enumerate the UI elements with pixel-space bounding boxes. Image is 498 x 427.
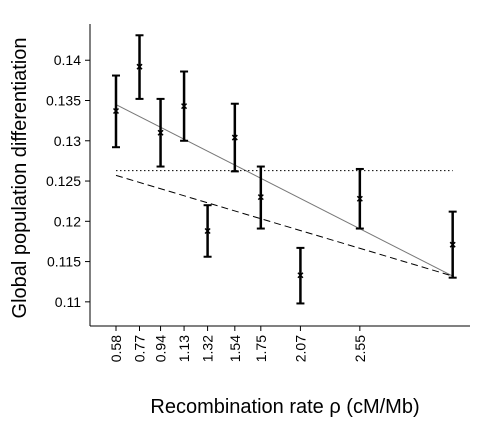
y-axis-label: Global population differentiation — [9, 38, 31, 319]
data-point — [157, 129, 164, 136]
error-bars — [111, 34, 457, 305]
y-tick-label: 0.14 — [54, 52, 81, 68]
y-tick-label: 0.12 — [54, 213, 81, 229]
data-points — [112, 63, 456, 279]
data-point — [231, 134, 238, 141]
y-tick-label: 0.115 — [47, 254, 81, 270]
x-tick-label: 1.75 — [253, 335, 269, 362]
data-point — [112, 107, 120, 115]
x-tick-label: 1.54 — [227, 335, 243, 362]
data-point — [297, 272, 304, 279]
x-axis-label: Recombination rate ρ (cM/Mb) — [150, 396, 419, 418]
x-tick-label: 2.55 — [352, 335, 368, 362]
data-point — [136, 63, 143, 70]
reference-lines — [115, 104, 453, 277]
x-tick-label: 2.07 — [292, 335, 308, 362]
x-tick-label: 0.58 — [108, 335, 124, 362]
y-tick-label: 0.11 — [55, 294, 81, 310]
data-point — [257, 194, 264, 201]
axes — [89, 24, 470, 327]
x-tick-label: 1.13 — [176, 335, 192, 362]
y-tick-label: 0.13 — [54, 133, 81, 149]
x-tick-label: 1.32 — [200, 335, 216, 362]
data-point — [449, 241, 456, 248]
ticks: 0.11 0.115 0.12 0.125 0.13 0.135 0.14 0.58 0.77 0… — [46, 52, 368, 362]
x-tick-label: 0.77 — [132, 335, 148, 362]
data-point — [356, 195, 363, 202]
solid-regression-line — [115, 104, 453, 277]
data-point — [204, 227, 211, 235]
data-point — [181, 103, 188, 110]
y-tick-label: 0.125 — [46, 173, 81, 189]
y-tick-label: 0.135 — [46, 93, 81, 109]
dashed-regression-line — [115, 174, 453, 277]
x-tick-label: 0.94 — [153, 335, 169, 362]
